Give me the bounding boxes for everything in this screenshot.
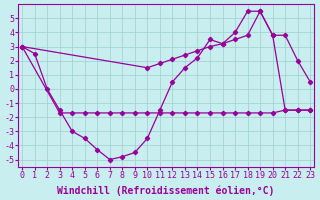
- X-axis label: Windchill (Refroidissement éolien,°C): Windchill (Refroidissement éolien,°C): [58, 185, 275, 196]
